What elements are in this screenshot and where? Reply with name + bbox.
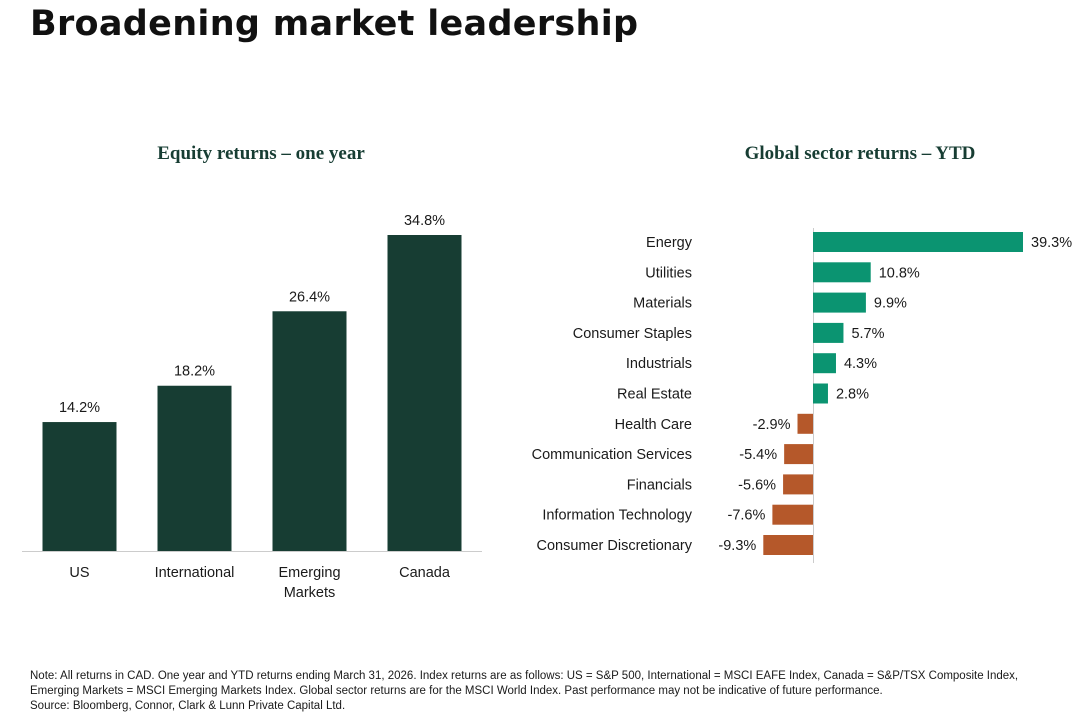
- sector-value-label: -7.6%: [727, 508, 765, 524]
- sector-value-label: 4.3%: [844, 356, 877, 372]
- sector-value-label: -5.4%: [739, 447, 777, 463]
- sector-bar: [813, 262, 871, 283]
- sector-value-label: 9.9%: [874, 296, 907, 312]
- equity-category-label: Markets: [284, 585, 336, 601]
- sector-category-label: Real Estate: [617, 387, 692, 403]
- footnote: Note: All returns in CAD. One year and Y…: [30, 669, 1075, 714]
- sector-category-label: Information Technology: [542, 508, 692, 524]
- page-title: Broadening market leadership: [30, 4, 639, 44]
- sector-value-label: -5.6%: [738, 477, 776, 493]
- sector-bar: [813, 322, 844, 343]
- equity-value-label: 26.4%: [289, 289, 330, 305]
- sector-bar: [763, 535, 813, 555]
- footnote-source: Source: Bloomberg, Connor, Clark & Lunn …: [30, 700, 346, 712]
- sector-category-label: Communication Services: [532, 447, 692, 463]
- sector-bar: [813, 353, 836, 374]
- equity-value-label: 34.8%: [404, 213, 445, 229]
- sector-bar: [783, 474, 813, 495]
- sector-category-label: Industrials: [626, 356, 692, 372]
- sector-category-label: Energy: [646, 235, 693, 251]
- sector-category-label: Health Care: [615, 417, 692, 433]
- sector-bar: [772, 504, 813, 525]
- equity-value-label: 18.2%: [174, 364, 215, 380]
- equity-category-label: International: [155, 565, 235, 581]
- footnote-note-line-2: Emerging Markets = MSCI Emerging Markets…: [30, 685, 883, 697]
- equity-value-label: 14.2%: [59, 400, 100, 416]
- equity-category-label: US: [69, 565, 89, 581]
- equity-category-label: Emerging: [278, 565, 340, 581]
- sector-bar: [797, 413, 813, 434]
- sector-returns-chart: Energy 39.3% Utilities 10.8% Materials 9.9% Co…: [532, 228, 1072, 563]
- sector-value-label: -2.9%: [753, 417, 791, 433]
- sector-value-label: 39.3%: [1031, 235, 1072, 251]
- sector-bar: [813, 232, 1023, 252]
- sector-category-label: Consumer Discretionary: [536, 538, 692, 554]
- equity-category-label: Canada: [399, 565, 451, 581]
- equity-chart-title: Equity returns – one year: [157, 143, 365, 164]
- equity-bar: [42, 422, 117, 551]
- sector-value-label: 5.7%: [851, 326, 884, 342]
- sector-bar: [784, 444, 813, 465]
- sector-chart-title: Global sector returns – YTD: [744, 143, 976, 164]
- sector-category-label: Materials: [633, 296, 692, 312]
- equity-bar: [157, 385, 232, 551]
- sector-bar: [813, 292, 866, 313]
- sector-category-label: Consumer Staples: [573, 326, 692, 342]
- sector-category-label: Financials: [627, 477, 692, 493]
- sector-value-label: 2.8%: [836, 387, 869, 403]
- sector-value-label: -9.3%: [718, 538, 756, 554]
- sector-bar: [813, 383, 828, 404]
- sector-category-label: Utilities: [645, 265, 692, 281]
- sector-value-label: 10.8%: [879, 265, 920, 281]
- equity-returns-chart: 14.2% US 18.2% International 26.4% Emerging Ma…: [22, 213, 482, 601]
- equity-bar: [387, 235, 462, 551]
- footnote-note-line-1: Note: All returns in CAD. One year and Y…: [30, 670, 1019, 682]
- equity-bar: [272, 311, 347, 551]
